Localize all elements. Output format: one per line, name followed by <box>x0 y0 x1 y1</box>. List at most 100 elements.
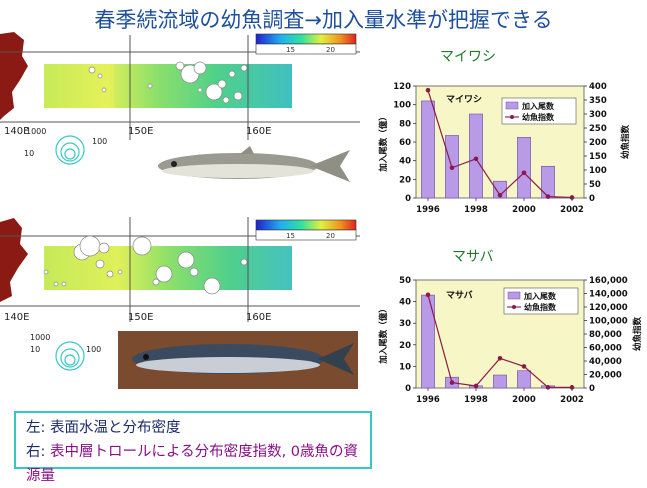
mackerel-photo <box>118 331 358 389</box>
page-title: 春季続流域の幼魚調査→加入量水準が把握できる <box>94 8 553 32</box>
lon-label: 160E <box>246 312 271 322</box>
y2-tick-label: 80,000 <box>589 330 622 340</box>
colorbar-tick: 20 <box>326 46 335 54</box>
legend-value: 100 <box>92 137 107 146</box>
chart-title-mackerel: マサバ <box>452 249 494 265</box>
y2-tick-label: 400 <box>589 82 607 92</box>
lon-label: 150E <box>128 126 153 137</box>
legend-label: 幼魚指数 <box>524 302 557 312</box>
x-tick-label: 1998 <box>464 395 488 405</box>
chart-inner-label: マサバ <box>446 290 473 301</box>
bar <box>469 113 483 199</box>
density-legend: 1000 100 10 <box>30 333 101 371</box>
index-point <box>521 170 527 176</box>
x-tick-label: 2000 <box>512 205 536 215</box>
y-tick-label: 60 <box>399 138 411 148</box>
mackerel-chart: 0 10 20 30 40 50 0 20,000 40,000 60,000 80,000 100,… <box>378 276 643 405</box>
legend-value: 100 <box>86 345 101 354</box>
legend-value: 10 <box>30 345 40 354</box>
y-tick-label: 20 <box>399 175 411 185</box>
y-tick-label: 80 <box>399 119 411 129</box>
y2-axis-label: 幼魚指数 <box>632 317 643 352</box>
x-tick-label: 1996 <box>416 205 440 215</box>
y-tick-label: 100 <box>393 101 411 111</box>
lon-label: 160E <box>246 126 271 137</box>
index-point <box>545 194 551 199</box>
bar <box>541 165 555 199</box>
y2-tick-label: 60,000 <box>589 344 622 354</box>
y-tick-label: 30 <box>399 319 411 329</box>
x-tick-label: 1998 <box>464 205 488 215</box>
y2-tick-label: 0 <box>589 194 595 204</box>
bar <box>421 294 435 389</box>
legend-bar-swatch <box>505 101 519 110</box>
y-tick-label: 40 <box>399 157 411 167</box>
y2-tick-label: 160,000 <box>589 276 628 286</box>
legend-point-swatch <box>512 305 516 309</box>
x-tick-label: 2002 <box>560 395 584 405</box>
sst-map-sardine: 15 20 140E 150E 160E <box>0 30 370 140</box>
index-point <box>473 383 479 389</box>
index-point <box>569 385 575 390</box>
y-axis-label: 加入尾数（億） <box>378 112 389 173</box>
bar <box>493 374 507 389</box>
y2-tick-label: 100,000 <box>589 317 628 327</box>
colorbar-tick: 20 <box>326 232 335 240</box>
index-point <box>497 356 503 361</box>
sardine-chart: 0 20 40 60 80 100 120 0 50 100 150 200 250 300 350 400 1… <box>378 82 631 215</box>
lon-label: 140E <box>4 312 29 322</box>
legend-value: 1000 <box>30 333 50 342</box>
colorbar-tick: 15 <box>286 232 295 240</box>
y2-axis-label: 幼魚指数 <box>620 125 631 160</box>
y-tick-label: 120 <box>393 82 411 92</box>
density-circles <box>88 61 248 104</box>
y2-tick-label: 300 <box>589 110 607 120</box>
y2-tick-label: 100 <box>589 166 607 176</box>
sardine-photo <box>158 146 350 182</box>
index-point <box>449 165 455 171</box>
sst-map-mackerel: 15 20 140E 150E 160E <box>0 212 370 322</box>
y-tick-label: 0 <box>405 384 411 394</box>
y2-tick-label: 200 <box>589 138 607 148</box>
y2-tick-label: 350 <box>589 96 607 106</box>
note-line-1: 左: 表面水温と分布密度 <box>26 420 181 436</box>
y2-tick-label: 140,000 <box>589 290 628 300</box>
y-tick-label: 20 <box>399 341 411 351</box>
index-point <box>545 385 551 390</box>
colorbar <box>255 33 357 45</box>
note-box: 左: 表面水温と分布密度 右: 表中層トロールによる分布密度指数, 0歳魚の資源… <box>14 411 372 484</box>
bar <box>517 370 531 389</box>
y-tick-label: 50 <box>399 276 411 286</box>
land-shape <box>0 32 28 120</box>
note-line-2-body: 表中層トロールによる分布密度指数, 0歳魚の資源量 <box>26 444 359 484</box>
chart-title-sardine: マイワシ <box>440 49 496 65</box>
index-point <box>425 87 431 93</box>
index-point <box>521 364 527 369</box>
index-point <box>497 192 503 198</box>
y-tick-label: 10 <box>399 362 411 372</box>
index-point <box>425 292 431 298</box>
y2-tick-label: 50 <box>589 180 601 190</box>
y2-tick-label: 120,000 <box>589 303 628 313</box>
y-axis-label: 加入尾数（億） <box>378 304 389 365</box>
y2-tick-label: 20,000 <box>589 371 622 381</box>
chart-inner-label: マイワシ <box>446 94 482 105</box>
legend-value: 10 <box>24 149 34 158</box>
legend-value: 1000 <box>26 127 46 136</box>
y-tick-label: 40 <box>399 298 411 308</box>
density-legend: 1000 100 10 <box>24 127 107 165</box>
note-line-2-prefix: 右: <box>26 444 50 460</box>
index-point <box>569 195 575 200</box>
y2-tick-label: 250 <box>589 124 607 134</box>
colorbar-tick: 15 <box>286 46 295 54</box>
y2-tick-label: 0 <box>589 384 595 394</box>
lon-label: 150E <box>128 312 153 322</box>
x-tick-label: 1996 <box>416 395 440 405</box>
legend-bar-swatch <box>507 291 521 300</box>
y-tick-label: 0 <box>405 194 411 204</box>
legend-point-swatch <box>510 115 514 119</box>
legend-label: 幼魚指数 <box>522 112 555 122</box>
index-point <box>449 380 455 385</box>
y2-tick-label: 150 <box>589 152 607 162</box>
bar <box>421 100 435 199</box>
